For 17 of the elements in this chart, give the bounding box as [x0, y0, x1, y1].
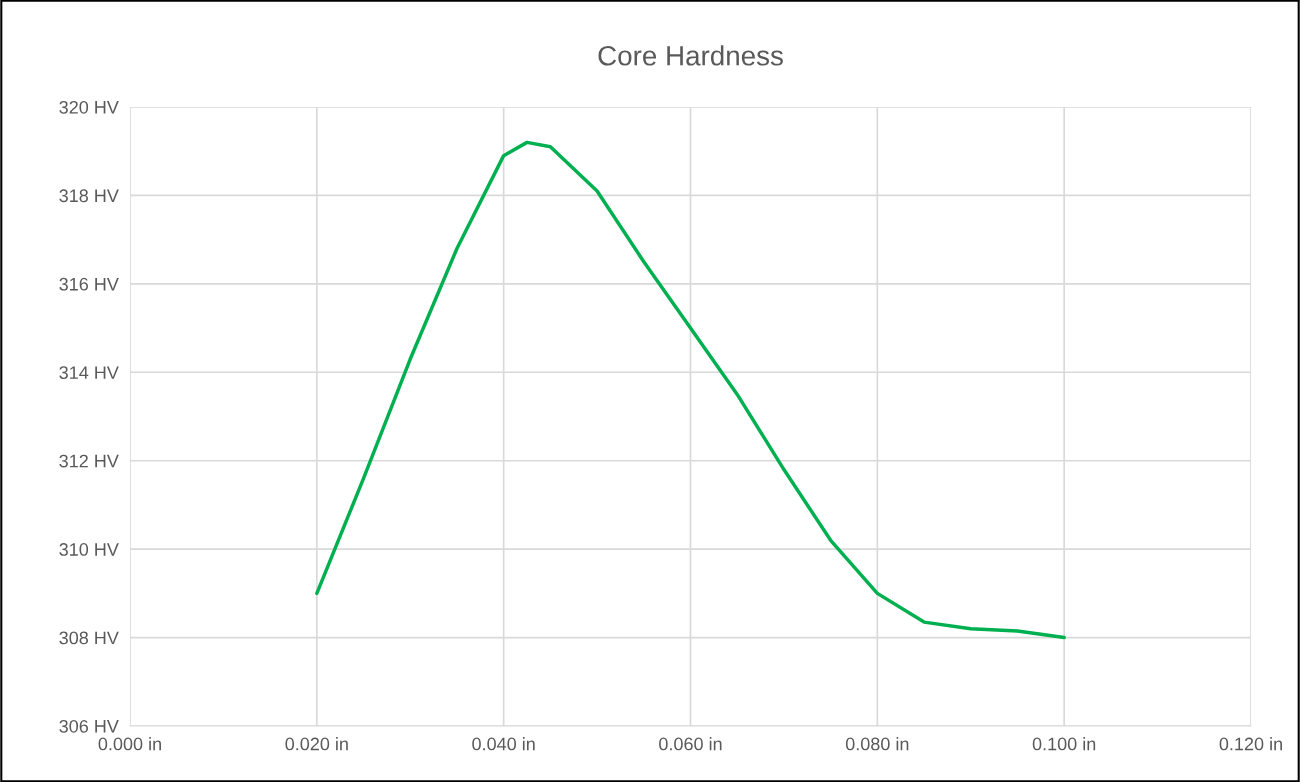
y-tick-label: 318 HV	[59, 189, 119, 203]
x-tick-label: 0.100 in	[1032, 737, 1096, 751]
x-tick-label: 0.120 in	[1219, 737, 1282, 751]
y-tick-label: 320 HV	[59, 100, 119, 114]
y-tick-label: 316 HV	[59, 277, 119, 291]
x-tick-label: 0.040 in	[472, 737, 535, 751]
x-tick-label: 0.080 in	[845, 737, 909, 751]
y-tick-label: 312 HV	[59, 454, 119, 468]
x-tick-label: 0.020 in	[285, 737, 348, 751]
y-tick-label: 310 HV	[59, 543, 119, 556]
chart-title: Core Hardness	[598, 45, 783, 66]
y-tick-label: 306 HV	[59, 719, 119, 733]
x-tick-label: 0.060 in	[659, 737, 722, 751]
line-series	[315, 140, 1066, 640]
y-tick-label: 308 HV	[59, 631, 119, 645]
x-tick-label: 0.000 in	[98, 737, 161, 751]
y-tick-label: 314 HV	[59, 366, 119, 380]
